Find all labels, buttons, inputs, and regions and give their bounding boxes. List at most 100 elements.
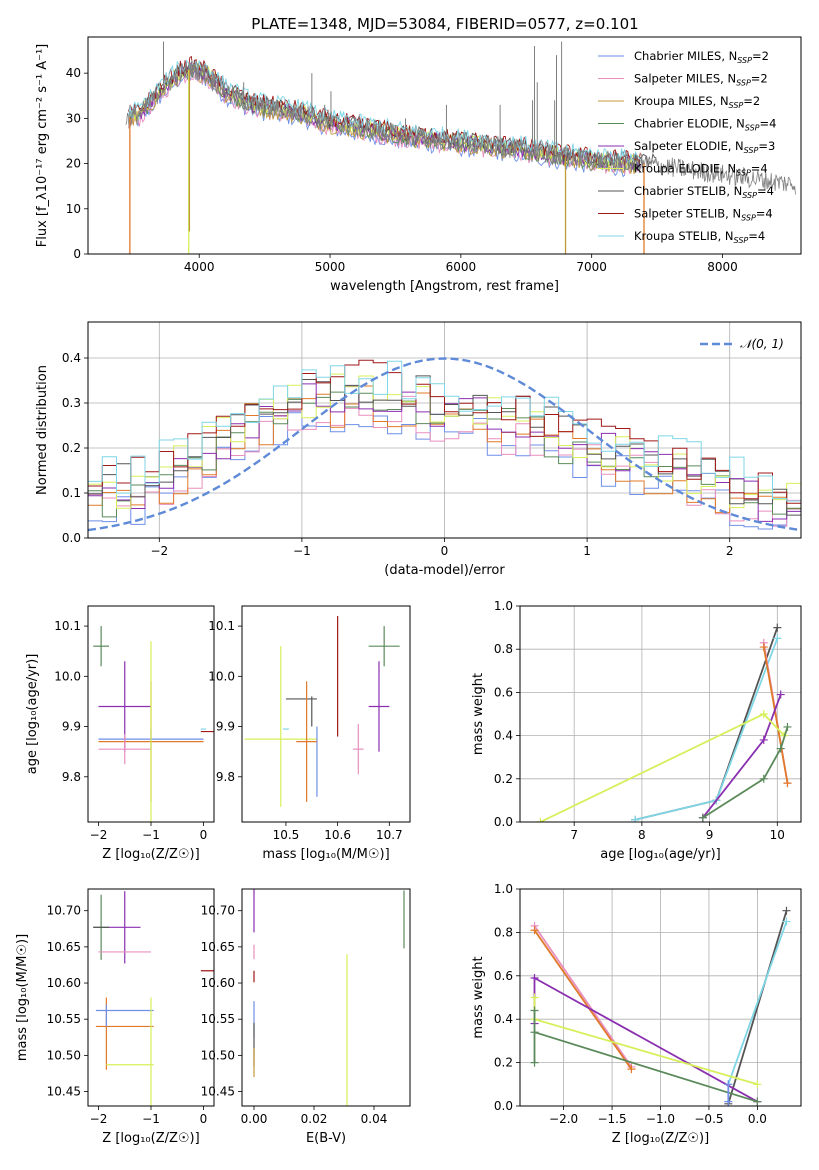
x-tick-label: 10 bbox=[770, 828, 785, 842]
mass-weight-marker bbox=[530, 1006, 539, 1015]
y-tick-label: 10.45 bbox=[201, 1085, 235, 1099]
x-tick-label: 7 bbox=[570, 828, 578, 842]
x-tick-label: −2 bbox=[90, 1112, 108, 1126]
x-tick-label: 2 bbox=[726, 544, 734, 558]
y-tick-label: 0.3 bbox=[62, 396, 81, 410]
y-tick-label: 0.2 bbox=[494, 1056, 513, 1070]
mass-weight-line bbox=[727, 921, 788, 1085]
mass-weight-marker bbox=[782, 917, 791, 926]
plot-content bbox=[244, 616, 400, 807]
age-vs-mass-axes: 10.5 10.6 10.7 9.8 9.9 10.0 10.1 mass [log₁₀(M/… bbox=[208, 619, 402, 862]
y-tick-label: 10.65 bbox=[47, 940, 81, 954]
x-axis-label: wavelength [Angstrom, rest frame] bbox=[330, 279, 559, 294]
y-tick-label: 0.0 bbox=[62, 531, 81, 545]
x-tick-label: 1 bbox=[583, 544, 591, 558]
x-tick-label: 0 bbox=[200, 1112, 208, 1126]
spectrum-plot-area bbox=[125, 41, 796, 254]
legend-label: 𝒩(0, 1) bbox=[740, 337, 784, 351]
residual-histogram-step bbox=[88, 359, 801, 504]
mass-weight-marker bbox=[530, 973, 539, 982]
plot-content bbox=[253, 889, 405, 1106]
mass-weight-marker bbox=[759, 643, 768, 652]
mass-weight-marker bbox=[759, 710, 768, 718]
y-axis-label: age [log₁₀(age/yr)] bbox=[25, 654, 40, 775]
x-tick-label: 10.5 bbox=[273, 828, 300, 842]
mass-weight-line bbox=[533, 929, 633, 1070]
mass-vs-Z-plot-area bbox=[93, 891, 214, 1106]
y-tick-label: 0.6 bbox=[494, 685, 513, 699]
y-axis-label: mass weight bbox=[471, 956, 486, 1038]
mass-weight-marker bbox=[530, 926, 539, 935]
axes-frame bbox=[519, 888, 802, 1107]
x-tick-label: 10.7 bbox=[376, 828, 403, 842]
plot-content bbox=[125, 41, 796, 254]
x-tick-label: −0.5 bbox=[694, 1112, 723, 1126]
plot-content bbox=[530, 906, 791, 1106]
x-tick-label: 0.02 bbox=[301, 1112, 328, 1126]
x-tick-label: 9 bbox=[706, 828, 714, 842]
residual-histogram-plot-area bbox=[88, 357, 801, 532]
mass-weight-marker bbox=[773, 623, 782, 632]
y-tick-label: 10.50 bbox=[47, 1048, 81, 1062]
y-tick-label: 40 bbox=[66, 66, 81, 80]
legend-label: Chabrier MILES, NSSP=2 bbox=[634, 49, 769, 65]
mass-weight-line bbox=[533, 997, 758, 1086]
y-tick-label: 0.6 bbox=[494, 969, 513, 983]
y-tick-label: 0 bbox=[73, 247, 81, 261]
y-tick-label: 10.45 bbox=[47, 1085, 81, 1099]
legend-label: Chabrier ELODIE, NSSP=4 bbox=[634, 117, 776, 133]
spectrum-axes: 4000 5000 6000 7000 8000 0 10 20 30 40 wavelength … bbox=[35, 44, 738, 294]
y-tick-label: 1.0 bbox=[494, 599, 513, 613]
y-tick-label: 0.4 bbox=[494, 729, 513, 743]
axes-frame bbox=[241, 888, 411, 1107]
x-axis-label: Z [log₁₀(Z/Z☉)] bbox=[612, 1131, 709, 1146]
x-tick-label: 4000 bbox=[184, 260, 215, 274]
y-tick-label: 10.55 bbox=[201, 1012, 235, 1026]
x-axis-label: (data-model)/error bbox=[384, 563, 505, 578]
x-tick-label: −1 bbox=[142, 1112, 160, 1126]
y-tick-label: 10.60 bbox=[47, 976, 81, 990]
x-tick-label: 6000 bbox=[446, 260, 477, 274]
y-tick-label: 9.8 bbox=[216, 770, 235, 784]
mass-weight-marker bbox=[759, 774, 768, 783]
legend-label: Salpeter MILES, NSSP=2 bbox=[634, 72, 768, 88]
residual-histogram-step bbox=[88, 360, 801, 502]
mass-weight-marker bbox=[783, 722, 792, 731]
x-tick-label: −2 bbox=[90, 828, 108, 842]
mass-weight-line bbox=[634, 627, 779, 821]
mass-weight-marker bbox=[530, 993, 539, 1002]
mass-weight-marker bbox=[530, 1028, 539, 1037]
plot-content bbox=[88, 357, 801, 532]
y-tick-label: 10.1 bbox=[208, 619, 235, 633]
x-axis-label: Z [log₁₀(Z/Z☉)] bbox=[102, 847, 199, 862]
figure-title: PLATE=1348, MJD=53084, FIBERID=0577, z=0… bbox=[251, 15, 638, 33]
mass-weight-line bbox=[533, 925, 633, 1068]
x-axis-label: age [log₁₀(age/yr)] bbox=[600, 847, 721, 862]
axes-frame bbox=[87, 888, 215, 1107]
mass-weight-marker bbox=[773, 634, 782, 643]
mass-weight-line bbox=[702, 694, 782, 819]
mass-weight-line bbox=[539, 712, 785, 822]
plot-content bbox=[93, 891, 214, 1106]
x-tick-label: 0 bbox=[200, 828, 208, 842]
x-tick-label: 10.6 bbox=[324, 828, 351, 842]
x-tick-label: 0.04 bbox=[361, 1112, 388, 1126]
mass-weight-line bbox=[634, 638, 779, 821]
mass-weight-line bbox=[533, 976, 758, 1103]
x-axis-label: mass [log₁₀(M/M☉)] bbox=[262, 847, 389, 862]
mass-weight-marker bbox=[724, 1097, 733, 1106]
normal-curve bbox=[88, 357, 801, 532]
x-axis-label: Z [log₁₀(Z/Z☉)] bbox=[102, 1131, 199, 1146]
mass-weight-marker bbox=[753, 1080, 762, 1089]
mass-weight-line bbox=[762, 646, 789, 784]
y-tick-label: 0.8 bbox=[494, 925, 513, 939]
mass-weight-marker bbox=[698, 813, 707, 822]
mass-weight-line bbox=[727, 910, 788, 1105]
y-tick-label: 10.55 bbox=[47, 1012, 81, 1026]
mass-weight-vs-age-plot-area bbox=[536, 623, 792, 822]
y-tick-label: 10.1 bbox=[54, 619, 81, 633]
legend-label: Chabrier STELIB, NSSP=4 bbox=[634, 184, 774, 200]
x-tick-label: 0 bbox=[441, 544, 449, 558]
y-tick-label: 10.70 bbox=[201, 904, 235, 918]
mass-weight-vs-Z-plot-area bbox=[530, 906, 791, 1106]
